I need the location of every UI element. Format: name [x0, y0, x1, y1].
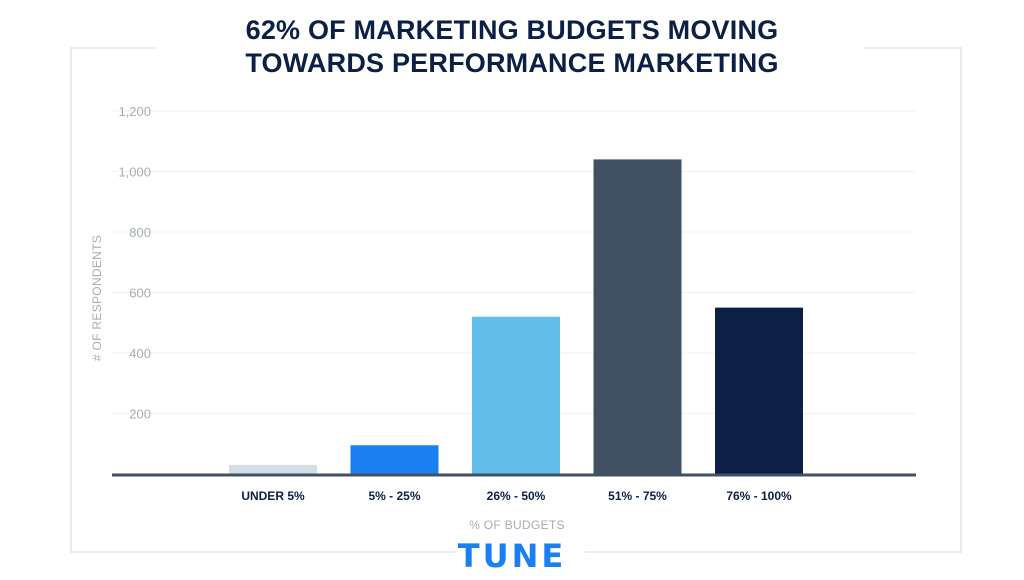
x-category-label: 51% - 75% [608, 489, 667, 503]
y-tick-label: 1,000 [118, 165, 151, 180]
chart-title-line-1: 62% OF MARKETING BUDGETS MOVING [245, 15, 779, 45]
x-axis-title: % OF BUDGETS [469, 518, 565, 532]
bar-3 [472, 316, 560, 474]
chart-title-line-2: TOWARDS PERFORMANCE MARKETING [245, 48, 779, 78]
x-category-label: UNDER 5% [241, 489, 305, 503]
bar-1 [229, 464, 317, 474]
y-tick-label: 800 [129, 225, 151, 240]
x-category-label: 26% - 50% [487, 489, 546, 503]
bar-5 [715, 307, 803, 474]
logo-background [455, 540, 585, 570]
x-category-label: 5% - 25% [368, 489, 420, 503]
y-axis-title: # OF RESPONDENTS [90, 235, 104, 361]
bar-4 [593, 159, 682, 474]
title-background [155, 38, 863, 60]
bar-2 [350, 445, 439, 474]
y-tick-label: 400 [129, 346, 151, 361]
chart-title: 62% OF MARKETING BUDGETS MOVING TOWARDS … [0, 14, 1024, 80]
y-tick-label: 200 [129, 407, 151, 422]
x-category-label: 76% - 100% [726, 489, 792, 503]
y-tick-label: 1,200 [118, 104, 151, 119]
tune-logo: TUNE [457, 537, 567, 575]
y-tick-label: 600 [129, 286, 151, 301]
